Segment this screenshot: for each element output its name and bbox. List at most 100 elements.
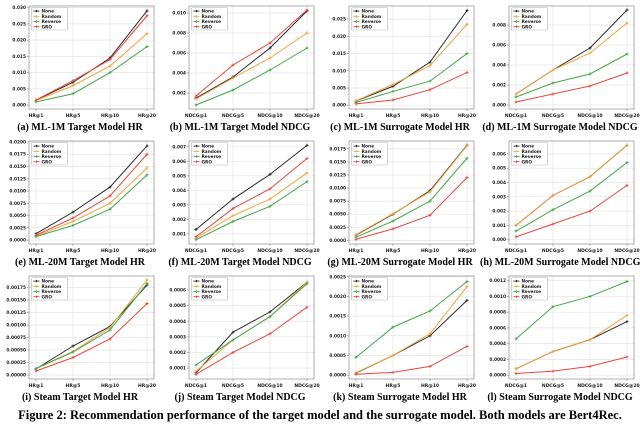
svg-text:0.005: 0.005 [12, 86, 26, 92]
svg-text:Random: Random [42, 149, 62, 155]
svg-text:0.000: 0.000 [492, 103, 506, 109]
svg-text:0.000: 0.000 [492, 237, 506, 243]
subplot-f: 0.001 0.002 0.003 0.004 0.005 0.006 0.007 NDCG@… [160, 137, 320, 272]
svg-text:HR@5: HR@5 [386, 113, 401, 119]
svg-text:0.001: 0.001 [492, 223, 506, 229]
svg-text:GRO: GRO [202, 294, 213, 300]
subplot-a: 0.000 0.005 0.010 0.015 0.020 0.025 0.030 HR@1 H… [0, 2, 160, 137]
svg-text:0.0004: 0.0004 [489, 341, 506, 347]
svg-text:0.0010: 0.0010 [329, 333, 346, 339]
svg-text:NDCG@10: NDCG@10 [257, 248, 282, 254]
svg-text:0.005: 0.005 [172, 173, 186, 179]
svg-text:Random: Random [42, 284, 62, 290]
svg-text:Random: Random [522, 284, 542, 290]
svg-text:None: None [522, 9, 535, 15]
svg-text:None: None [202, 144, 215, 150]
svg-text:Reverse: Reverse [42, 289, 62, 295]
svg-text:0.006: 0.006 [492, 43, 506, 49]
chart-canvas-c: 0.000 0.005 0.010 0.015 0.020 0.025 HR@1 HR@5 HR… [320, 2, 480, 121]
svg-text:NDCG@1: NDCG@1 [505, 113, 527, 119]
svg-text:None: None [362, 144, 375, 150]
chart-canvas-b: 0.002 0.004 0.006 0.008 0.010 NDCG@1 NDCG@5 NDC… [160, 2, 320, 121]
svg-text:0.006: 0.006 [492, 151, 506, 157]
svg-text:Random: Random [202, 284, 222, 290]
svg-text:0.007: 0.007 [172, 144, 186, 150]
svg-text:0.0012: 0.0012 [489, 278, 506, 284]
subplot-caption-c: (c) ML-1M Surrogate Model HR [330, 122, 470, 133]
svg-text:0.0001: 0.0001 [169, 366, 186, 372]
svg-text:0.0015: 0.0015 [329, 314, 346, 320]
svg-text:0.0002: 0.0002 [489, 357, 506, 363]
svg-text:0.010: 0.010 [332, 68, 346, 74]
svg-text:0.015: 0.015 [12, 54, 26, 60]
svg-text:NDCG@20: NDCG@20 [294, 383, 319, 389]
svg-text:HR@10: HR@10 [101, 248, 119, 254]
svg-text:0.0025: 0.0025 [329, 274, 346, 280]
svg-text:NDCG@20: NDCG@20 [614, 113, 639, 119]
subplot-h: 0.000 0.001 0.002 0.003 0.004 0.005 0.006 NDCG@… [480, 137, 640, 272]
subplot-e: 0.0000 0.0025 0.0050 0.0075 0.0100 0.0125 0.01… [0, 137, 160, 272]
figure-caption: Figure 2: Recommendation performance of … [18, 408, 622, 422]
svg-text:0.004: 0.004 [172, 71, 186, 77]
svg-text:0.0000: 0.0000 [489, 373, 506, 379]
svg-text:Random: Random [522, 14, 542, 20]
svg-text:0.00150: 0.00150 [6, 298, 26, 304]
subplot-caption-h: (h) ML-20M Surrogate Model NDCG [480, 257, 640, 268]
svg-text:HR@10: HR@10 [101, 113, 119, 119]
svg-text:HR@10: HR@10 [421, 248, 439, 254]
svg-text:0.0006: 0.0006 [169, 288, 186, 294]
svg-text:HR@5: HR@5 [386, 248, 401, 254]
svg-text:NDCG@1: NDCG@1 [185, 248, 207, 254]
svg-text:0.0000: 0.0000 [9, 238, 26, 244]
chart-canvas-e: 0.0000 0.0025 0.0050 0.0075 0.0100 0.0125 0.01… [0, 137, 160, 256]
svg-text:0.030: 0.030 [12, 5, 26, 11]
svg-text:0.002: 0.002 [172, 217, 186, 223]
svg-text:HR@20: HR@20 [458, 113, 476, 119]
svg-text:HR@1: HR@1 [349, 383, 364, 389]
svg-text:None: None [522, 144, 535, 150]
svg-text:Reverse: Reverse [362, 19, 382, 25]
svg-text:0.0100: 0.0100 [329, 186, 346, 192]
svg-text:Reverse: Reverse [522, 19, 542, 25]
svg-text:GRO: GRO [522, 159, 533, 165]
svg-text:0.001: 0.001 [172, 231, 186, 237]
svg-text:0.005: 0.005 [492, 166, 506, 172]
svg-text:0.025: 0.025 [12, 21, 26, 27]
svg-text:0.0003: 0.0003 [169, 334, 186, 340]
svg-text:HR@10: HR@10 [101, 383, 119, 389]
svg-text:0.0005: 0.0005 [329, 353, 346, 359]
chart-canvas-k: 0.0000 0.0005 0.0010 0.0015 0.0020 0.0025 HR@1… [320, 272, 480, 391]
chart-canvas-f: 0.001 0.002 0.003 0.004 0.005 0.006 0.007 NDCG@… [160, 137, 320, 256]
svg-text:GRO: GRO [202, 159, 213, 165]
svg-text:NDCG@1: NDCG@1 [505, 383, 527, 389]
svg-text:0.0002: 0.0002 [169, 350, 186, 356]
chart-canvas-d: 0.000 0.002 0.004 0.006 0.008 NDCG@1 NDCG@5 NDC… [480, 2, 640, 121]
svg-text:0.015: 0.015 [332, 51, 346, 57]
subplot-d: 0.000 0.002 0.004 0.006 0.008 NDCG@1 NDCG@5 NDC… [480, 2, 640, 137]
svg-text:0.002: 0.002 [492, 209, 506, 215]
svg-text:0.020: 0.020 [332, 34, 346, 40]
svg-text:Reverse: Reverse [362, 289, 382, 295]
svg-text:0.0050: 0.0050 [329, 212, 346, 218]
svg-text:GRO: GRO [522, 24, 533, 30]
svg-text:HR@20: HR@20 [458, 248, 476, 254]
svg-text:HR@1: HR@1 [349, 248, 364, 254]
svg-text:GRO: GRO [42, 24, 53, 30]
svg-text:0.0008: 0.0008 [489, 310, 506, 316]
svg-text:0.0000: 0.0000 [329, 373, 346, 379]
svg-text:Random: Random [522, 149, 542, 155]
svg-text:NDCG@10: NDCG@10 [257, 113, 282, 119]
svg-text:0.0025: 0.0025 [9, 225, 26, 231]
svg-text:0.0004: 0.0004 [169, 319, 186, 325]
svg-text:Random: Random [202, 149, 222, 155]
svg-text:0.0006: 0.0006 [489, 325, 506, 331]
svg-text:0.004: 0.004 [492, 63, 506, 69]
svg-text:HR@1: HR@1 [29, 113, 44, 119]
svg-text:Reverse: Reverse [362, 154, 382, 160]
svg-text:GRO: GRO [42, 159, 53, 165]
subplot-caption-g: (g) ML-20M Surrogate Model HR [327, 257, 473, 268]
svg-text:0.008: 0.008 [492, 23, 506, 29]
svg-text:NDCG@20: NDCG@20 [614, 248, 639, 254]
svg-text:Reverse: Reverse [202, 289, 222, 295]
